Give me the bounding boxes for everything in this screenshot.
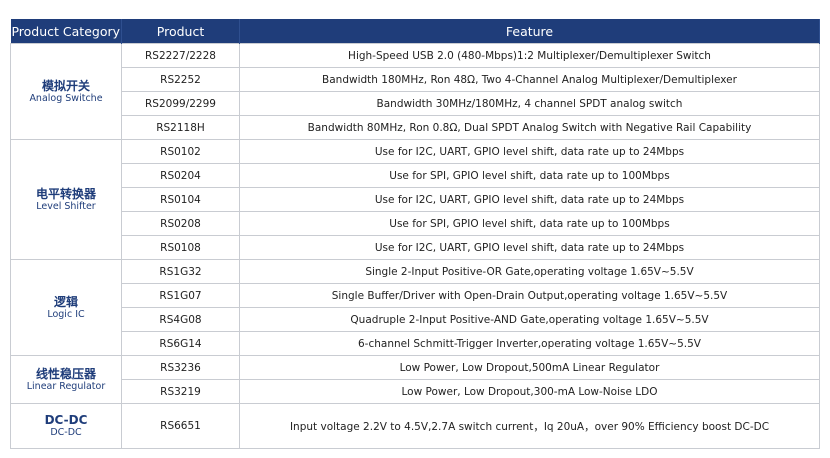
feature-cell: Use for SPI, GPIO level shift, data rate… (239, 211, 820, 236)
product-cell: RS6651 (121, 403, 240, 449)
category-name-cn: DC-DC (44, 413, 88, 427)
table-row: RS0204 Use for SPI, GPIO level shift, dat… (11, 163, 820, 188)
feature-cell: Low Power, Low Dropout,300-mA Low-Noise … (239, 379, 820, 404)
product-cell: RS3236 (121, 355, 240, 380)
feature-cell: Use for I2C, UART, GPIO level shift, dat… (239, 235, 820, 260)
table-row: 线性稳压器 Linear Regulator RS3236 Low Power, Lo… (10, 355, 820, 404)
category-name-en: Level Shifter (36, 200, 96, 212)
table-row: RS6G14 6-channel Schmitt-Trigger Inverter… (11, 331, 820, 356)
feature-cell: 6-channel Schmitt-Trigger Inverter,opera… (239, 331, 820, 356)
feature-cell: Bandwidth 80MHz, Ron 0.8Ω, Dual SPDT Ana… (239, 115, 820, 140)
table-row: RS2252 Bandwidth 180MHz, Ron 48Ω, Two 4-C… (11, 67, 820, 92)
category-cell: 电平转换器 Level Shifter (10, 139, 122, 260)
category-name-cn: 电平转换器 (35, 186, 96, 201)
category-name-cn: 模拟开关 (41, 78, 90, 93)
category-name-en: Linear Regulator (26, 380, 106, 392)
feature-cell: Use for I2C, UART, GPIO level shift, dat… (239, 187, 820, 212)
feature-cell: Bandwidth 30MHz/180MHz, 4 channel SPDT a… (239, 91, 820, 116)
table-row: DC-DC DC-DC RS6651 Input voltage 2.2V to 4.… (10, 403, 820, 449)
category-name-en: Analog Switche (29, 92, 103, 104)
table-row: RS0104 Use for I2C, UART, GPIO level shif… (11, 187, 820, 212)
product-cell: RS0204 (121, 163, 240, 188)
table-row: 电平转换器 Level Shifter RS0102 Use for I2C, UAR… (10, 139, 820, 260)
feature-cell: Input voltage 2.2V to 4.5V,2.7A switch c… (239, 403, 820, 449)
product-cell: RS1G07 (121, 283, 240, 308)
product-cell: RS4G08 (121, 307, 240, 332)
table-row: RS3219 Low Power, Low Dropout,300-mA Low-… (11, 379, 820, 404)
table-row: 模拟开关 Analog Switche RS2227/2228 High-Speed … (10, 43, 820, 140)
category-cell: 线性稳压器 Linear Regulator (10, 355, 122, 404)
feature-cell: Bandwidth 180MHz, Ron 48Ω, Two 4-Channel… (239, 67, 820, 92)
header-product: Product (121, 19, 240, 44)
category-name-cn: 逻辑 (53, 294, 78, 309)
feature-cell: High-Speed USB 2.0 (480-Mbps)1:2 Multipl… (239, 43, 820, 68)
category-name-en: DC-DC (50, 427, 82, 438)
product-cell: RS3219 (121, 379, 240, 404)
product-cell: RS1G32 (121, 259, 240, 284)
category-name-cn: 线性稳压器 (35, 366, 96, 381)
product-cell: RS2227/2228 (121, 43, 240, 68)
product-cell: RS0104 (121, 187, 240, 212)
table-row: RS1G07 Single Buffer/Driver with Open-Dra… (11, 283, 820, 308)
product-cell: RS0102 (121, 139, 240, 164)
feature-cell: Single Buffer/Driver with Open-Drain Out… (239, 283, 820, 308)
product-cell: RS0208 (121, 211, 240, 236)
table-row: 逻辑 Logic IC RS1G32 Single 2-Input Positive-… (10, 259, 820, 356)
table-row: RS2118H Bandwidth 80MHz, Ron 0.8Ω, Dual S… (11, 115, 820, 140)
product-cell: RS2252 (121, 67, 240, 92)
table-header-row: Product Category Product Feature (10, 19, 820, 44)
table-body: 模拟开关 Analog Switche RS2227/2228 High-Speed … (10, 43, 820, 449)
feature-cell: Low Power, Low Dropout,500mA Linear Regu… (239, 355, 820, 380)
product-cell: RS6G14 (121, 331, 240, 356)
feature-cell: Use for I2C, UART, GPIO level shift, dat… (239, 139, 820, 164)
table-row: RS0108 Use for I2C, UART, GPIO level shif… (11, 235, 820, 260)
product-cell: RS0108 (121, 235, 240, 260)
feature-cell: Quadruple 2-Input Positive-AND Gate,oper… (239, 307, 820, 332)
product-cell: RS2118H (121, 115, 240, 140)
table-row: RS0208 Use for SPI, GPIO level shift, dat… (11, 211, 820, 236)
product-cell: RS2099/2299 (121, 91, 240, 116)
feature-cell: Use for SPI, GPIO level shift, data rate… (239, 163, 820, 188)
feature-cell: Single 2-Input Positive-OR Gate,operatin… (239, 259, 820, 284)
header-feature: Feature (239, 19, 820, 44)
header-product-category: Product Category (10, 19, 122, 44)
table-row: RS2099/2299 Bandwidth 30MHz/180MHz, 4 cha… (11, 91, 820, 116)
category-cell: 逻辑 Logic IC (10, 259, 122, 356)
category-cell: 模拟开关 Analog Switche (10, 43, 122, 140)
category-name-en: Logic IC (47, 308, 85, 320)
category-cell: DC-DC DC-DC (10, 403, 122, 449)
product-table: Product Category Product Feature 模拟开关 Ana… (10, 19, 820, 449)
table-row: RS4G08 Quadruple 2-Input Positive-AND Gat… (11, 307, 820, 332)
